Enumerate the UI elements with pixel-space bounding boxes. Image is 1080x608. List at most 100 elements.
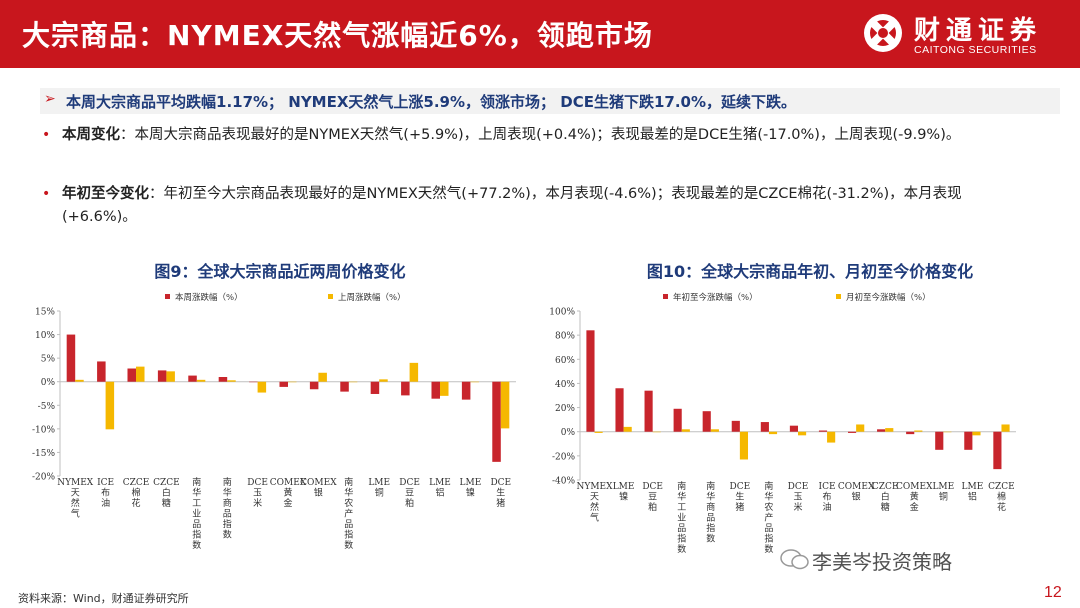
chart1-legend-label: 本周涨跌幅（%） xyxy=(175,292,243,303)
chart2-x-label-part: 棉 xyxy=(997,491,1006,503)
chart2-x-label-part: 玉 xyxy=(793,492,802,503)
chart2-bar-a xyxy=(731,420,740,432)
chart1-x-label: NYMEX 天然气 xyxy=(57,478,94,520)
bullet-dot: • xyxy=(42,186,51,202)
chart1-bar-a xyxy=(249,381,258,383)
chart1-x-label-part: 华 xyxy=(223,487,232,499)
chart2-x-label-part: DCE xyxy=(788,482,809,492)
chart1-bar-a xyxy=(279,381,288,387)
chart1-bar-b xyxy=(105,381,115,430)
chart2-bar-a xyxy=(906,431,915,435)
chart1-x-label-part: 镍 xyxy=(466,487,475,499)
chart2-x-label-part: 华 xyxy=(677,491,686,503)
chart2-x-label: LME 铝 xyxy=(962,482,984,503)
chart1-x-label: LME 铝 xyxy=(429,478,451,499)
chart2-x-label-part: 数 xyxy=(764,543,773,555)
chart1-x-label: DCE 豆粕 xyxy=(399,478,420,509)
chart2-bar-a xyxy=(644,390,653,432)
chart2-bar-a xyxy=(935,431,944,450)
chart2-x-label: ICE 布油 xyxy=(819,482,836,513)
chart2-legend-label: 年初至今涨跌幅（%） xyxy=(673,292,758,303)
chart1-legend-swatch xyxy=(165,294,170,299)
chart1-x-label-part: 米 xyxy=(253,497,262,509)
chart1-x-label-part: 南 xyxy=(344,476,353,488)
chart1-x-label-part: 商 xyxy=(223,497,232,509)
chart2-x-label-part: COMEX xyxy=(838,482,875,492)
chart2-x-label-part: 气 xyxy=(590,512,599,524)
bullet-dot: • xyxy=(42,127,51,143)
chart2-y-tick-label: 20% xyxy=(555,404,575,414)
chart2-x-label: DCE 豆粕 xyxy=(642,482,663,513)
chart2-bar-a xyxy=(993,431,1002,470)
chart2-x-label-part: 白 xyxy=(881,491,890,503)
chart1-bar-b xyxy=(166,371,175,382)
chart1-bar-a xyxy=(401,381,410,396)
chart2-bar-b xyxy=(943,431,952,433)
chart1-x-label: 南华农产品指数 xyxy=(344,476,353,551)
chart1-x-label-part: 棉 xyxy=(131,487,140,499)
chart1-bar-a xyxy=(370,381,380,394)
chart2-x-label-part: 商 xyxy=(706,501,715,513)
chart2-bar-b xyxy=(768,431,778,435)
chart1-x-label-part: DCE xyxy=(490,478,511,488)
chart2-bar-a xyxy=(760,422,769,432)
chart1-bar-a xyxy=(492,381,501,462)
chart1-x-label: CZCE 白糖 xyxy=(153,478,180,509)
chart2-x-label-part: 农 xyxy=(764,501,773,513)
page-title: 大宗商品：NYMEX天然气涨幅近6%，领跑市场 xyxy=(22,19,653,52)
chart2-y-tick-label: 40% xyxy=(555,380,575,390)
chart2-x-label: COMEX 银 xyxy=(838,482,875,503)
chart1-x-label-part: 然 xyxy=(71,497,80,509)
chart2-bar-a xyxy=(847,431,857,433)
chart1-x-label-part: LME xyxy=(460,478,482,488)
chart1-x-label-part: COMEX xyxy=(270,478,307,488)
chart1-y-tick-label: 0% xyxy=(41,378,56,388)
chart1-x-label-part: 华 xyxy=(192,487,201,499)
chart2-bar-a xyxy=(964,431,973,450)
chart2-x-label: 南华工业品指数 xyxy=(677,480,686,555)
chart2-legend-swatch xyxy=(663,294,668,299)
chart2-x-label: DCE 生猪 xyxy=(730,482,751,513)
arrow-icon: ➢ xyxy=(44,91,56,107)
chart2-x-label-part: LME xyxy=(962,482,984,492)
chart2-bar-b xyxy=(623,426,632,432)
chart1-x-label-part: ICE xyxy=(97,478,114,488)
chart2-x-label-part: CZCE xyxy=(988,482,1015,492)
chart1-bar-b xyxy=(75,379,84,382)
chart2-x-label-part: 数 xyxy=(677,543,686,555)
chart1-x-label-part: 黄 xyxy=(283,487,292,499)
chart1-bar-a xyxy=(461,381,471,400)
bullet-label: 本周变化 xyxy=(62,127,120,143)
chart1-x-label-part: 数 xyxy=(192,539,201,551)
chart1-bar-b xyxy=(440,381,449,396)
chart1-x-label-part: 粕 xyxy=(405,497,414,509)
chart1-x-label: COMEX 黄金 xyxy=(270,478,307,509)
chart1-bar-b xyxy=(196,379,206,382)
logo-text-cn: 财通证券 xyxy=(914,16,1043,46)
chart1-x-label-part: 品 xyxy=(192,519,201,530)
chart2-y-tick-label: 80% xyxy=(555,332,575,342)
chart1-bar-a xyxy=(340,381,349,392)
chart2-x-label-part: 铜 xyxy=(939,491,948,503)
chart2-bar-a xyxy=(818,430,828,432)
source-note: 资料来源：Wind，财通证券研究所 xyxy=(18,592,189,605)
chart1-svg: 15% 10% 5% 0% -5% -10% -15% -20% 本周涨跌幅（%） 上周涨跌幅（%… xyxy=(32,292,516,551)
chart2-x-label-part: 指 xyxy=(677,533,686,545)
chart1-x-label: LME 镍 xyxy=(460,478,482,499)
chart1-legend-label: 上周涨跌幅（%） xyxy=(338,292,406,303)
bullet-text: ：年初至今大宗商品表现最好的是NYMEX天然气(+77.2%)，本月表现(-4.… xyxy=(62,186,962,225)
chart2-x-label-part: LME xyxy=(613,482,635,492)
chart1-x-label-part: LME xyxy=(429,478,451,488)
chart2-x-label-part: 天 xyxy=(590,493,599,503)
chart2-bar-b xyxy=(681,429,690,432)
chart1-bar-a xyxy=(97,361,106,382)
chart1-x-label-part: DCE xyxy=(399,478,420,488)
chart1-y-tick-label: -15% xyxy=(32,449,55,459)
company-logo: 财通证券 CAITONG SECURITIES xyxy=(862,10,1062,60)
chart1-y-tick-label: 5% xyxy=(41,355,56,365)
chart1-x-label-part: 豆 xyxy=(405,488,414,499)
chart1-x-label-part: DCE xyxy=(247,478,268,488)
chart1-bar-b xyxy=(348,381,358,383)
chart1-y-tick-label: -10% xyxy=(32,425,55,435)
chart2-x-label-part: 糖 xyxy=(881,501,890,513)
